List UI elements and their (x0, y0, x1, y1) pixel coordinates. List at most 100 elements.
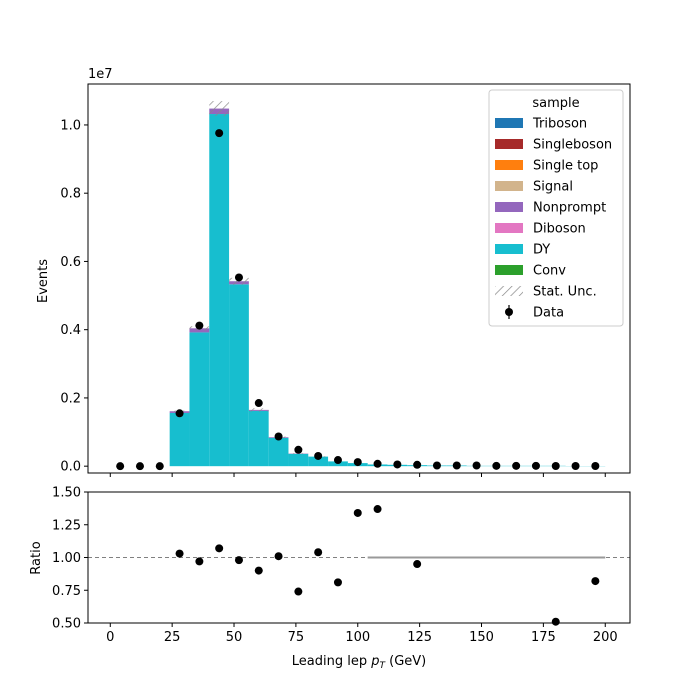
data-point-11 (333, 456, 342, 465)
bar-dy-7 (308, 456, 329, 467)
ratio-point-2 (215, 544, 224, 553)
data-point-17 (452, 461, 461, 470)
main-y-tick-label-4: 0.8 (60, 187, 81, 202)
legend-label: Nonprompt (533, 201, 606, 216)
ratio-point-3 (234, 556, 243, 565)
main-y-tick-label-5: 1.0 (60, 118, 81, 133)
bar-dy-2 (209, 114, 230, 467)
data-point-5 (215, 129, 224, 138)
ratio-y-tick-label-4: 1.50 (52, 486, 81, 501)
x-axis-label-var: p (370, 654, 379, 669)
ratio-point-9 (353, 508, 362, 517)
legend: sample Triboson Singleboson Single top Sign… (488, 89, 624, 327)
main-y-tick-label-0: 0.0 (60, 460, 81, 475)
ratio-point-11 (413, 560, 422, 569)
legend-swatch (495, 286, 523, 296)
main-y-ticks: 0.0 0.2 0.4 0.6 0.8 1.0 (60, 118, 88, 475)
legend-label: Singleboson (533, 138, 612, 153)
legend-swatch (495, 181, 523, 191)
ratio-point-13 (591, 577, 600, 586)
legend-label: Triboson (532, 117, 587, 132)
ratio-y-axis-label: Ratio (29, 541, 44, 574)
data-point-12 (353, 458, 362, 467)
main-y-tick-label-1: 0.2 (60, 391, 81, 406)
legend-label: DY (533, 243, 550, 258)
data-point-13 (373, 459, 382, 468)
main-x-ticks (109, 473, 606, 477)
data-point-9 (294, 445, 303, 454)
legend-title: sample (532, 96, 579, 111)
bar-dy-0 (169, 412, 190, 467)
bar-dy-3 (229, 284, 249, 467)
ratio-points (175, 505, 600, 626)
legend-entry-diboson: Diboson (495, 222, 586, 237)
data-point-22 (551, 462, 560, 471)
ratio-x-ticks: 0 25 50 75 100 125 150 175 200 (106, 623, 618, 645)
legend-swatch (495, 139, 523, 149)
x-axis-label-suffix: (GeV) (385, 654, 426, 669)
data-point-7 (254, 399, 263, 408)
data-point-10 (314, 451, 323, 460)
legend-label: Conv (533, 264, 566, 279)
data-point-3 (175, 409, 184, 418)
data-point-0 (116, 462, 125, 471)
legend-swatch (495, 265, 523, 275)
data-point-15 (413, 460, 422, 469)
data-point-23 (571, 462, 580, 471)
x-tick-label-1: 25 (164, 630, 181, 645)
x-axis-label-prefix: Leading lep (292, 654, 371, 669)
bar-dy-1 (189, 332, 210, 467)
x-tick-label-7: 175 (531, 630, 556, 645)
legend-entry-nonprompt: Nonprompt (495, 201, 606, 216)
ratio-point-1 (195, 557, 204, 566)
legend-label: Single top (533, 159, 598, 174)
data-point-8 (274, 432, 283, 441)
legend-swatch (495, 118, 523, 128)
data-point-6 (234, 273, 243, 282)
data-points (116, 129, 600, 471)
legend-entry-dy: DY (495, 243, 550, 258)
ratio-point-6 (294, 587, 303, 596)
data-point-14 (393, 460, 402, 469)
data-point-24 (591, 462, 600, 471)
legend-label: Diboson (533, 222, 586, 237)
x-axis-label: Leading lep pT (GeV) (292, 654, 426, 671)
legend-swatch (495, 202, 523, 212)
y-exponent-label: 1e7 (88, 67, 113, 82)
data-point-20 (512, 461, 521, 470)
ratio-point-10 (373, 505, 382, 514)
ratio-y-tick-label-3: 1.25 (52, 518, 81, 533)
ratio-plot: 0.50 0.75 1.00 1.25 1.50 0 25 50 75 100 125 150 175… (29, 486, 631, 671)
x-tick-label-8: 200 (593, 630, 618, 645)
data-point-2 (155, 462, 164, 471)
data-point-19 (492, 461, 501, 470)
ratio-y-tick-label-0: 0.50 (52, 617, 81, 632)
ratio-point-7 (314, 548, 323, 557)
legend-swatch (495, 244, 523, 254)
ratio-point-8 (333, 578, 342, 587)
legend-label: Data (533, 306, 564, 321)
data-point-4 (195, 321, 204, 330)
main-plot-frame (87, 83, 631, 474)
legend-entry-single-top: Single top (495, 159, 598, 174)
legend-label: Stat. Unc. (533, 285, 597, 300)
legend-marker (505, 308, 513, 316)
x-tick-label-2: 50 (226, 630, 243, 645)
ratio-point-12 (551, 617, 560, 626)
x-tick-label-4: 100 (345, 630, 370, 645)
bar-dy-4 (248, 410, 269, 467)
bar-dy-5 (268, 437, 289, 467)
ratio-point-0 (175, 549, 184, 558)
data-point-16 (432, 461, 441, 470)
main-y-tick-label-3: 0.6 (60, 255, 81, 270)
x-tick-label-5: 125 (407, 630, 432, 645)
ratio-y-tick-label-2: 1.00 (52, 551, 81, 566)
legend-entry-conv: Conv (495, 264, 566, 279)
data-point-1 (135, 462, 144, 471)
data-point-21 (531, 461, 540, 470)
legend-entry-data: Data (505, 305, 564, 321)
ratio-point-5 (274, 552, 283, 561)
main-y-tick-label-2: 0.4 (60, 323, 81, 338)
x-tick-label-6: 150 (469, 630, 494, 645)
